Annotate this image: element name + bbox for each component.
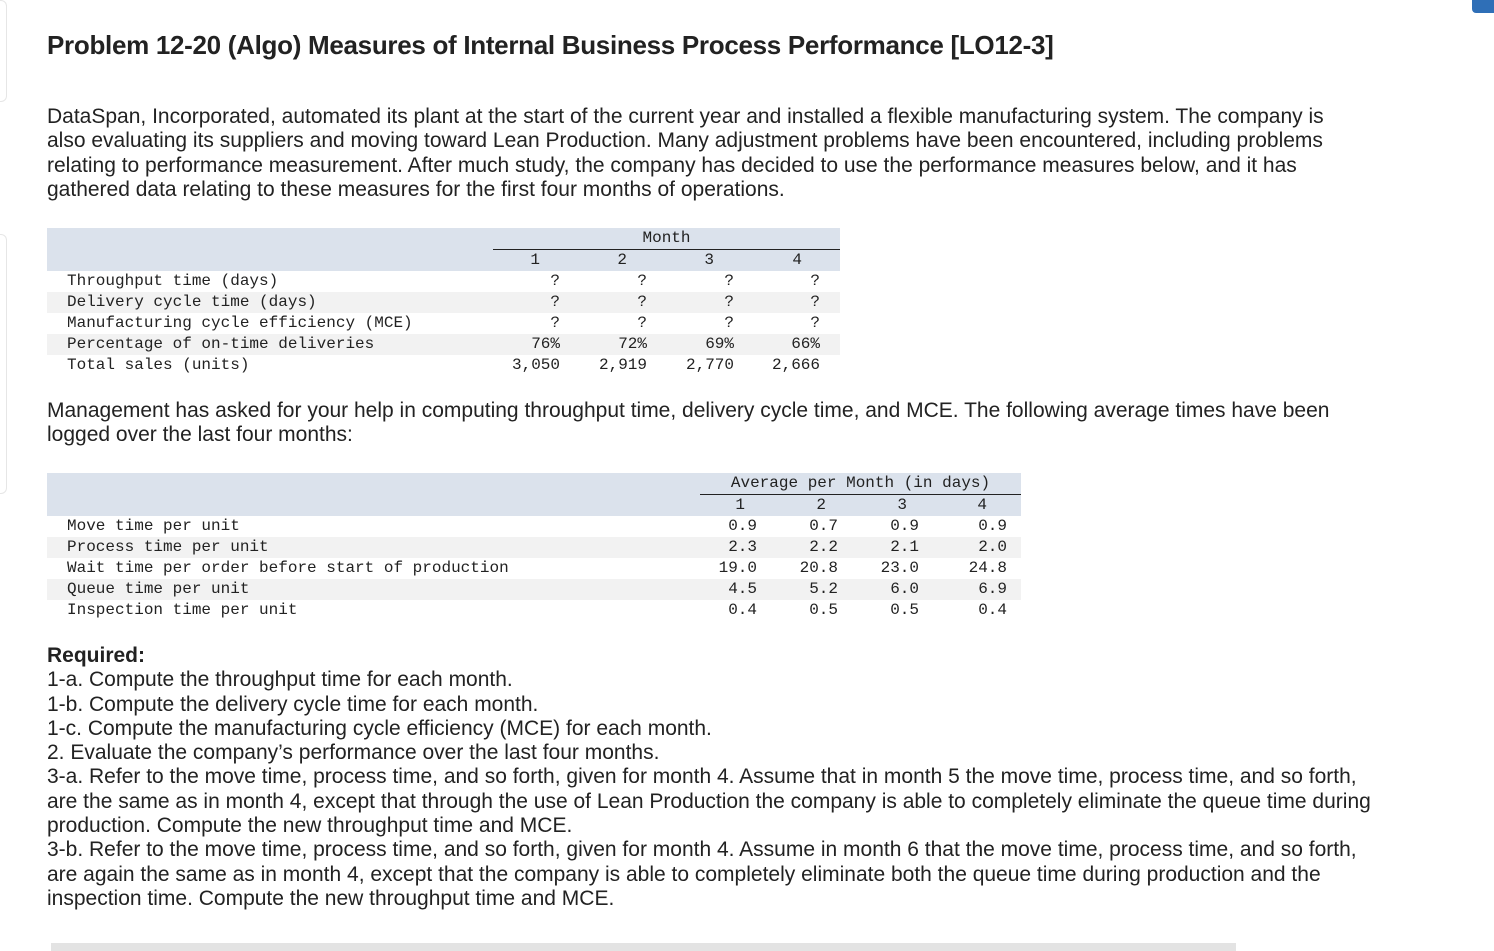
cell-value: 23.0 [880, 559, 919, 577]
cell-value: ? [647, 292, 734, 313]
row-label: Percentage of on-time deliveries [47, 334, 493, 355]
required-item: 3-b. Refer to the move time, process tim… [47, 838, 1357, 910]
row-label: Total sales (units) [67, 356, 250, 374]
cell-value: 19.0 [718, 559, 757, 577]
cell-value: ? [724, 272, 734, 290]
table-row: Manufacturing cycle efficiency (MCE)???? [47, 313, 840, 334]
table-row: Process time per unit 2.3 2.2 2.1 2.0 [47, 537, 1021, 558]
intro-paragraph: DataSpan, Incorporated, automated its pl… [47, 105, 1324, 201]
required-item: 3-a. Refer to the move time, process tim… [47, 765, 1371, 838]
cell-value: 3,050 [511, 356, 560, 374]
column-header: 1 [700, 494, 765, 516]
required-item: 1-c. Compute the manufacturing cycle eff… [47, 716, 712, 740]
table-row: Delivery cycle time (days)???? [47, 292, 840, 313]
column-header: 2 [765, 494, 846, 516]
cell-value: ? [560, 292, 647, 313]
cell-value: ? [637, 314, 647, 332]
month-group-header: Month [493, 228, 840, 250]
required-section: Required: 1-a. Compute the throughput ti… [47, 644, 1377, 911]
cell-value: 0.9 [890, 517, 919, 535]
table-row: Wait time per order before start of prod… [47, 558, 1021, 579]
row-label: Queue time per unit [47, 579, 700, 600]
cell-value: 2.2 [765, 537, 846, 558]
column-header: 4 [734, 249, 840, 271]
cell-value: 0.7 [809, 517, 838, 535]
middle-paragraph: Management has asked for your help in co… [47, 399, 1330, 447]
cell-value: 76% [493, 334, 560, 355]
table-row: Percentage of on-time deliveries 76% 72% 69… [47, 334, 840, 355]
row-label: Move time per unit [67, 517, 240, 535]
page-title: Problem 12-20 (Algo) Measures of Interna… [47, 30, 1054, 60]
cell-value: 5.2 [765, 579, 846, 600]
column-header: 3 [846, 494, 927, 516]
row-label: Delivery cycle time (days) [47, 292, 493, 313]
table-row: Inspection time per unit 0.4 0.5 0.5 0.4 [47, 600, 1021, 621]
cell-value: 2.3 [700, 537, 765, 558]
top-right-tab-button[interactable] [1472, 0, 1494, 13]
cell-value: ? [550, 314, 560, 332]
required-item: 1-a. Compute the throughput time for eac… [47, 668, 513, 692]
required-item: 1-b. Compute the delivery cycle time for… [47, 692, 539, 716]
cell-value: 0.4 [978, 601, 1007, 619]
cell-value: 72% [560, 334, 647, 355]
table-row: Queue time per unit 4.5 5.2 6.0 6.9 [47, 579, 1021, 600]
cell-value: 2,770 [685, 356, 734, 374]
cell-value: 2,919 [598, 356, 647, 374]
required-heading: Required: [47, 644, 146, 667]
table-row: Move time per unit 0.9 0.7 0.9 0.9 [47, 516, 1021, 537]
column-header: 1 [493, 249, 560, 271]
cell-value: 0.4 [728, 601, 757, 619]
cell-value: 2.0 [927, 537, 1021, 558]
cell-value: ? [724, 314, 734, 332]
table-row: Throughput time (days)???? [47, 271, 840, 292]
row-label: Process time per unit [47, 537, 700, 558]
cell-value: 0.9 [728, 517, 757, 535]
row-label: Wait time per order before start of prod… [67, 559, 509, 577]
cell-value: 2.1 [846, 537, 927, 558]
cell-value: ? [550, 272, 560, 290]
cell-value: ? [810, 314, 820, 332]
cell-value: ? [810, 272, 820, 290]
cell-value: 0.5 [809, 601, 838, 619]
average-times-table: Average per Month (in days) 1 2 3 4 Move… [47, 473, 1021, 621]
cell-value: 6.0 [846, 579, 927, 600]
performance-measures-table: Month 1 2 3 4 Throughput time (days)????… [47, 228, 840, 376]
cell-value: 6.9 [927, 579, 1021, 600]
row-label: Inspection time per unit [67, 601, 298, 619]
left-panel-edge [0, 234, 7, 494]
cell-value: 20.8 [799, 559, 838, 577]
average-group-header: Average per Month (in days) [700, 473, 1021, 495]
cell-value: 2,666 [771, 356, 820, 374]
cell-value: 69% [647, 334, 734, 355]
column-header: 4 [927, 494, 1021, 516]
cell-value: 24.8 [968, 559, 1007, 577]
bottom-panel-edge [51, 943, 1236, 951]
cell-value: 4.5 [700, 579, 765, 600]
cell-value: ? [734, 292, 840, 313]
column-header: 2 [560, 249, 647, 271]
required-item: 2. Evaluate the company’s performance ov… [47, 741, 660, 765]
cell-value: ? [637, 272, 647, 290]
cell-value: 0.5 [890, 601, 919, 619]
row-label: Throughput time (days) [67, 272, 279, 290]
row-label: Manufacturing cycle efficiency (MCE) [67, 314, 413, 332]
cell-value: 66% [734, 334, 840, 355]
left-panel-edge [0, 0, 7, 102]
cell-value: 0.9 [978, 517, 1007, 535]
cell-value: ? [493, 292, 560, 313]
table-row: Total sales (units) 3,050 2,919 2,770 2,666 [47, 355, 840, 376]
column-header: 3 [647, 249, 734, 271]
